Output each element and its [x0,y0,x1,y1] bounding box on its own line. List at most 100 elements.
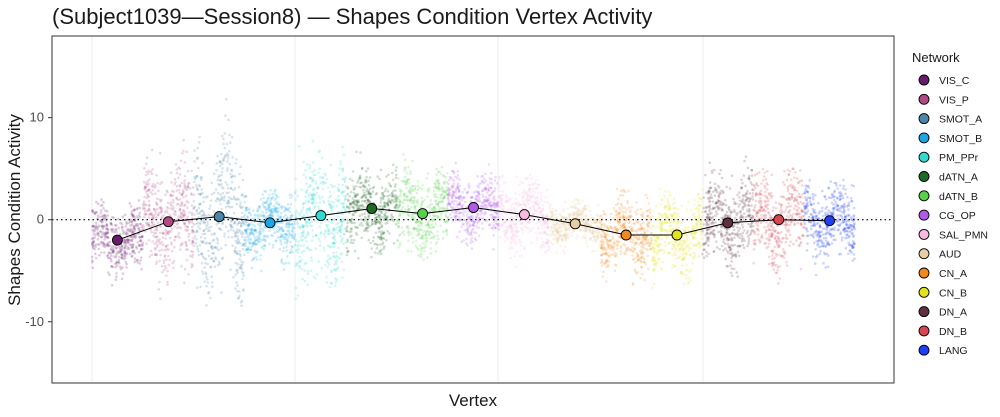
data-point [212,252,215,255]
data-point [322,232,326,236]
data-point [413,196,417,200]
data-point [141,247,144,250]
data-point [467,182,470,186]
data-point [476,199,480,202]
data-point [228,133,231,137]
data-point [642,227,646,230]
data-point [623,221,626,225]
data-point [673,201,676,204]
data-point [252,241,255,245]
data-point [275,230,279,233]
data-point [440,211,444,215]
data-point [185,248,188,251]
data-point [692,203,696,207]
data-point [287,233,291,236]
data-point [125,230,128,233]
data-point [130,221,134,224]
data-point [147,169,151,173]
data-point [186,225,189,229]
data-point [288,251,292,255]
data-point [216,263,220,267]
data-point [364,196,368,199]
data-point [139,259,142,262]
data-point [376,175,379,178]
data-point [371,222,374,226]
data-point [243,201,247,204]
data-point [216,178,220,182]
data-point [201,161,204,165]
data-point [311,194,314,197]
data-point [494,202,497,205]
data-point [318,197,322,200]
data-point [180,181,183,185]
data-point [345,229,348,233]
data-point [509,197,513,200]
data-point [600,235,603,239]
data-point [679,245,683,249]
data-point [130,239,134,242]
data-point [229,141,232,144]
data-point [241,193,244,197]
data-point [234,273,237,276]
data-point [409,170,412,173]
data-point [700,237,703,241]
data-point [383,245,386,248]
data-point [634,261,637,264]
data-point [103,235,107,238]
data-point [133,209,136,212]
data-point [115,247,118,250]
data-point [439,196,443,200]
data-point [232,211,236,215]
data-point [117,217,120,221]
data-point [229,268,232,272]
data-point [106,228,109,231]
data-point [177,188,181,192]
data-point [186,184,190,188]
data-point [240,224,243,228]
data-point [219,193,222,196]
data-point [141,204,145,207]
data-point [348,195,352,198]
data-point [309,211,313,215]
data-point [642,246,645,250]
data-point [612,227,615,230]
data-point [356,207,360,210]
data-point [426,223,429,227]
data-point [220,207,224,211]
data-point [237,241,241,244]
data-point [178,184,182,188]
data-point [102,200,105,204]
data-point [212,259,215,263]
data-point [263,244,267,248]
data-point [428,203,432,207]
data-point [213,246,216,249]
data-point [524,177,527,181]
data-point [526,226,530,230]
data-point [200,213,204,217]
data-point [200,252,203,255]
data-point [155,253,158,257]
data-point [490,204,494,208]
data-point [166,230,169,233]
data-point [153,213,157,216]
data-point [332,201,336,204]
data-point [94,221,98,225]
data-point [230,236,234,239]
data-point [310,259,314,263]
data-point [531,205,535,208]
data-point [304,261,308,265]
data-point [159,182,162,186]
data-point [594,249,597,253]
data-point [198,202,202,206]
data-point [100,241,103,245]
data-point [284,237,287,241]
data-point [241,247,245,251]
data-point [301,277,304,281]
data-point [167,248,170,251]
data-point [323,249,326,252]
data-point [288,193,292,197]
data-point [244,231,248,235]
data-point [446,196,450,200]
data-point [200,188,204,191]
data-point [294,240,298,244]
